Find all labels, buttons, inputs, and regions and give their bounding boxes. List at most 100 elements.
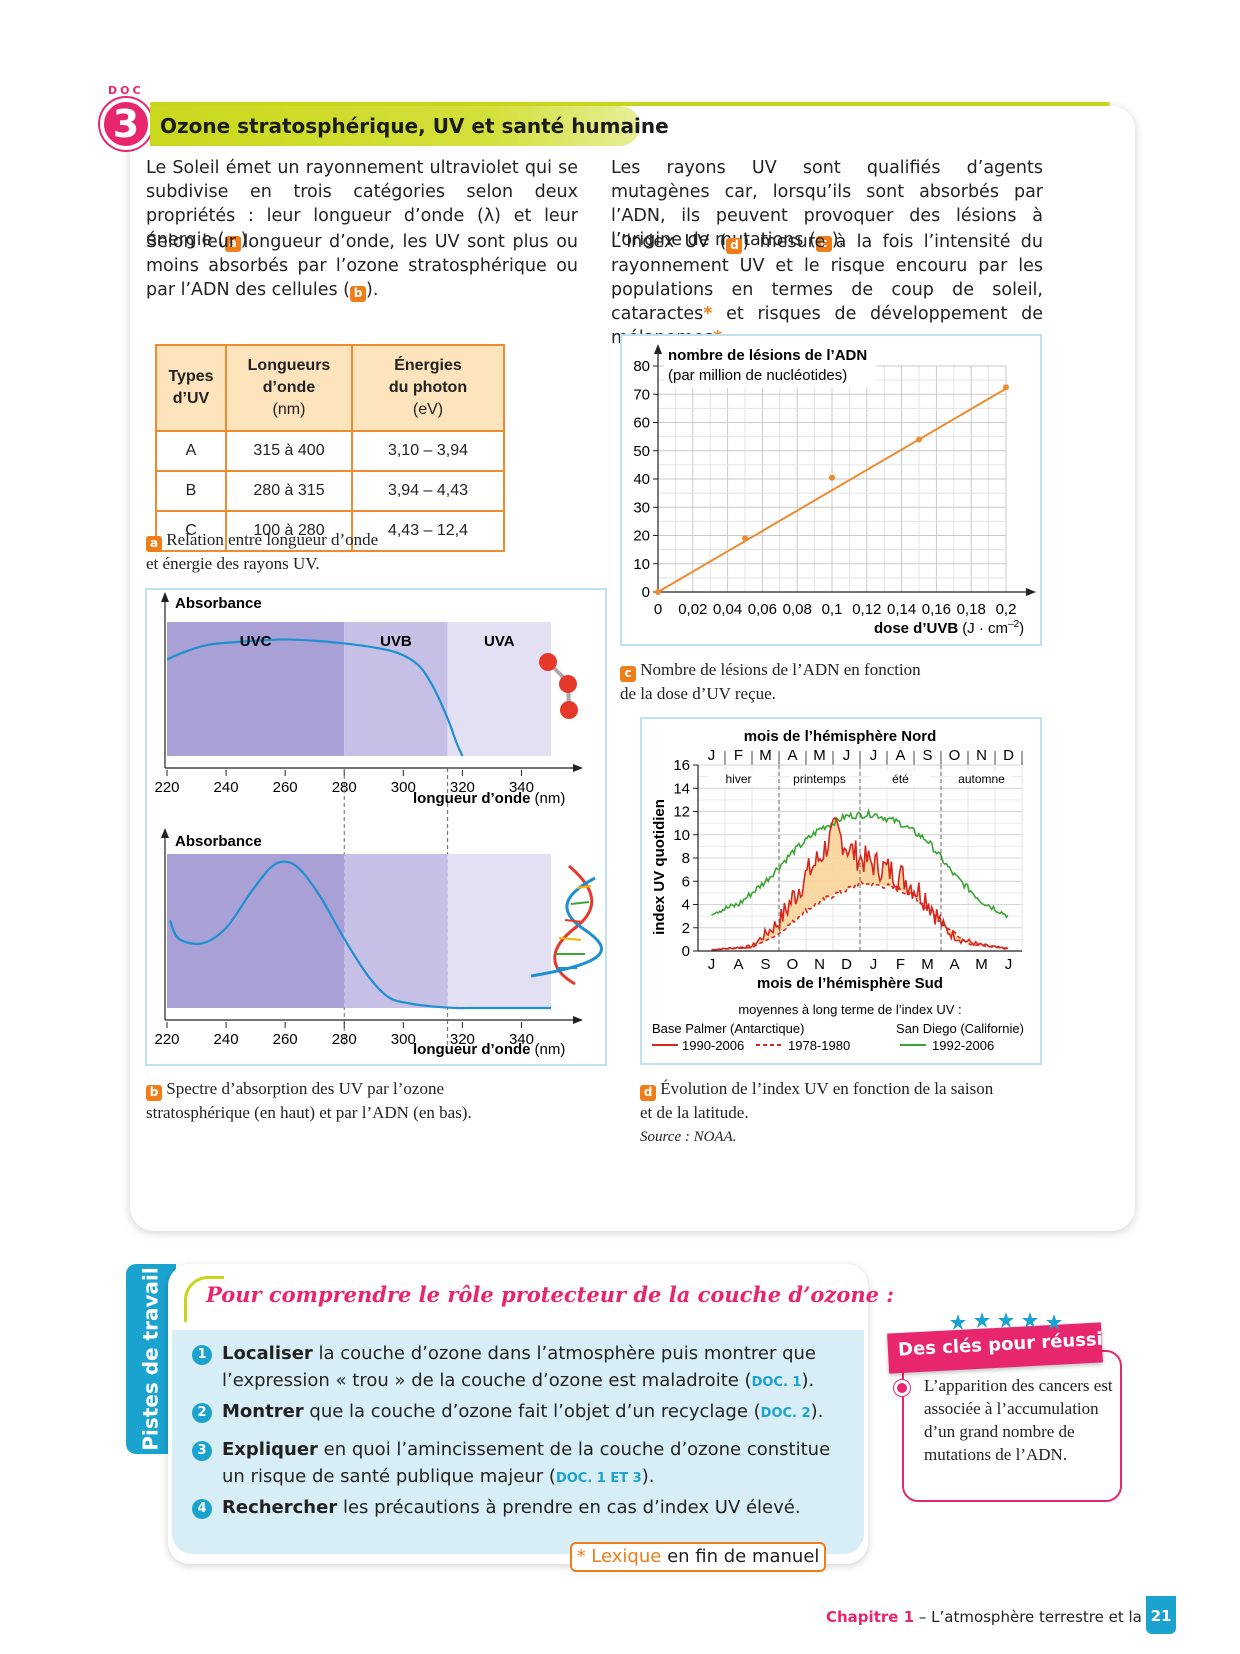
x-tick-label: 0,12: [852, 601, 881, 618]
y-tick-label: 50: [633, 443, 650, 460]
y-axis-arrow-top: [161, 592, 169, 602]
chapter-title: – L’atmosphère terrestre et la vie: [914, 1608, 1169, 1626]
keys-box: [902, 1350, 1122, 1502]
ref-tag-c: c: [815, 236, 832, 252]
uv-types-table: Types d’UV Longueurs d’onde (nm) Énergies du…: [155, 344, 505, 552]
x-tick-label: 300: [391, 1031, 416, 1048]
uvb-label: UVB: [380, 633, 412, 650]
y-tick-label: 14: [673, 780, 690, 797]
work-tab: [126, 1264, 176, 1454]
task-verb: Rechercher: [222, 1497, 338, 1518]
ref-tag-a: a: [224, 236, 241, 252]
south-month-label: S: [760, 956, 770, 973]
x-label-end: ): [1019, 620, 1024, 637]
data-point: [1003, 384, 1009, 391]
intro-paragraph-1: Le Soleil émet un rayonnement ultraviole…: [146, 156, 578, 252]
wavelength-label-top: longueur d’onde (nm): [413, 790, 565, 807]
doc-reference[interactable]: DOC. 1 ET 3: [555, 1471, 642, 1486]
header-unit: (eV): [412, 401, 444, 418]
task-body: Expliquer en quoi l’amincissement de la …: [222, 1436, 842, 1492]
page-number: 21: [1146, 1596, 1176, 1634]
south-month-label: D: [841, 956, 852, 973]
north-month-label: D: [1003, 747, 1014, 764]
absorbance-label-bottom: Absorbance: [175, 833, 262, 850]
x-label-sup: –2: [1008, 619, 1020, 630]
task-verb: Localiser: [222, 1343, 313, 1364]
uva-band: [447, 622, 551, 756]
y-tick-label: 10: [673, 827, 690, 844]
caption-a-line2: et énergie des rayons UV.: [146, 554, 320, 573]
x-axis-arrow: [1026, 588, 1036, 596]
legend-palmer: Base Palmer (Antarctique): [652, 1021, 804, 1036]
wavelength-unit: (nm): [535, 1041, 566, 1058]
uvc-band: [167, 622, 345, 756]
north-month-label: J: [843, 747, 851, 764]
san-diego-line: [711, 807, 1009, 919]
chapter-label[interactable]: Chapitre 1: [826, 1608, 915, 1626]
y-tick-label: 2: [682, 920, 690, 937]
doc-reference[interactable]: DOC. 2: [760, 1406, 811, 1421]
south-month-label: N: [814, 956, 825, 973]
caption-a-line1: Relation entre longueur d’onde: [166, 530, 379, 549]
legend-title: moyennes à long terme de l’index UV :: [738, 1002, 961, 1017]
y-tick-label: 0: [682, 943, 690, 960]
y-tick-label: 40: [633, 471, 650, 488]
y-tick-label: 20: [633, 528, 650, 545]
y-axis-sublabel: (par million de nucléotides): [668, 367, 847, 384]
header-unit: (nm): [272, 401, 306, 418]
task-body: Rechercher les précautions à prendre en …: [222, 1494, 842, 1521]
x-tick-label: 260: [273, 1031, 298, 1048]
table-cell: 3,94 – 4,43: [351, 470, 505, 512]
x-tick-label: 0,18: [957, 601, 986, 618]
task-number: 3: [192, 1441, 212, 1461]
header-line: Longueurs: [247, 357, 331, 374]
south-month-label: J: [708, 956, 716, 973]
lexique-button[interactable]: * Lexique en fin de manuel: [570, 1542, 826, 1572]
south-month-label: F: [896, 956, 905, 973]
task-verb: Expliquer: [222, 1439, 318, 1460]
intro-paragraph-3: Les rayons UV sont qualifiés d’agents mu…: [611, 156, 1043, 252]
x-tick-label: 320: [450, 1031, 475, 1048]
uva-band-bottom: [447, 854, 551, 1008]
task-body: Montrer que la couche d’ozone fait l’obj…: [222, 1398, 842, 1427]
task-4: 4 Rechercher les précautions à prendre e…: [192, 1494, 801, 1521]
x-tick-label: 320: [450, 779, 475, 796]
x-tick-label: 240: [214, 1031, 239, 1048]
north-month-label: J: [708, 747, 716, 764]
lexique-suffix: en fin de manuel: [661, 1546, 820, 1567]
uvc-label: UVC: [240, 633, 272, 650]
intro-paragraph-2: Selon leur longueur d’onde, les UV sont …: [146, 230, 578, 302]
task-text: les précautions à prendre en cas d’index…: [337, 1497, 801, 1518]
south-month-label: J: [1005, 956, 1013, 973]
task-number: 4: [192, 1499, 212, 1519]
data-point: [829, 474, 835, 481]
dna-absorption-curve: [168, 860, 551, 1010]
stars-decoration-icon: [950, 1312, 1062, 1330]
doc-number-badge: 3: [100, 98, 152, 150]
y-tick-label: 10: [633, 556, 650, 573]
ozone-molecule-icon: [539, 653, 578, 719]
ref-tag-d: d: [726, 238, 743, 254]
caption-c-line1: Nombre de lésions de l’ADN en fonction: [640, 660, 921, 679]
south-month-label: A: [733, 956, 743, 973]
caption-c-tag: c: [620, 666, 636, 682]
y-tick-label: 30: [633, 499, 650, 516]
lesions-trend-line: [657, 387, 1007, 593]
ref-tag-b: b: [350, 286, 367, 302]
task-end: ).: [801, 1370, 815, 1391]
x-tick-label: 0,16: [922, 601, 951, 618]
ozone-absorption-curve: [166, 638, 464, 757]
y-axis-arrow: [654, 344, 662, 354]
y-tick-label: 6: [682, 873, 690, 890]
doc-reference[interactable]: DOC. 1: [751, 1375, 802, 1390]
caption-d-line1: Évolution de l’index UV en fonction de l…: [660, 1079, 994, 1098]
header-line: Types: [168, 368, 214, 385]
wavelength-label-bottom: longueur d’onde (nm): [413, 1041, 565, 1058]
task-end: ).: [641, 1466, 655, 1487]
chart-grid: [657, 365, 1007, 593]
table-header-wavelength: Longueurs d’onde (nm): [225, 344, 353, 432]
task-number: 1: [192, 1345, 212, 1365]
uv-y-axis-label: index UV quotidien: [651, 799, 668, 935]
x-tick-label: 240: [214, 779, 239, 796]
table-cell: 280 à 315: [225, 470, 353, 512]
